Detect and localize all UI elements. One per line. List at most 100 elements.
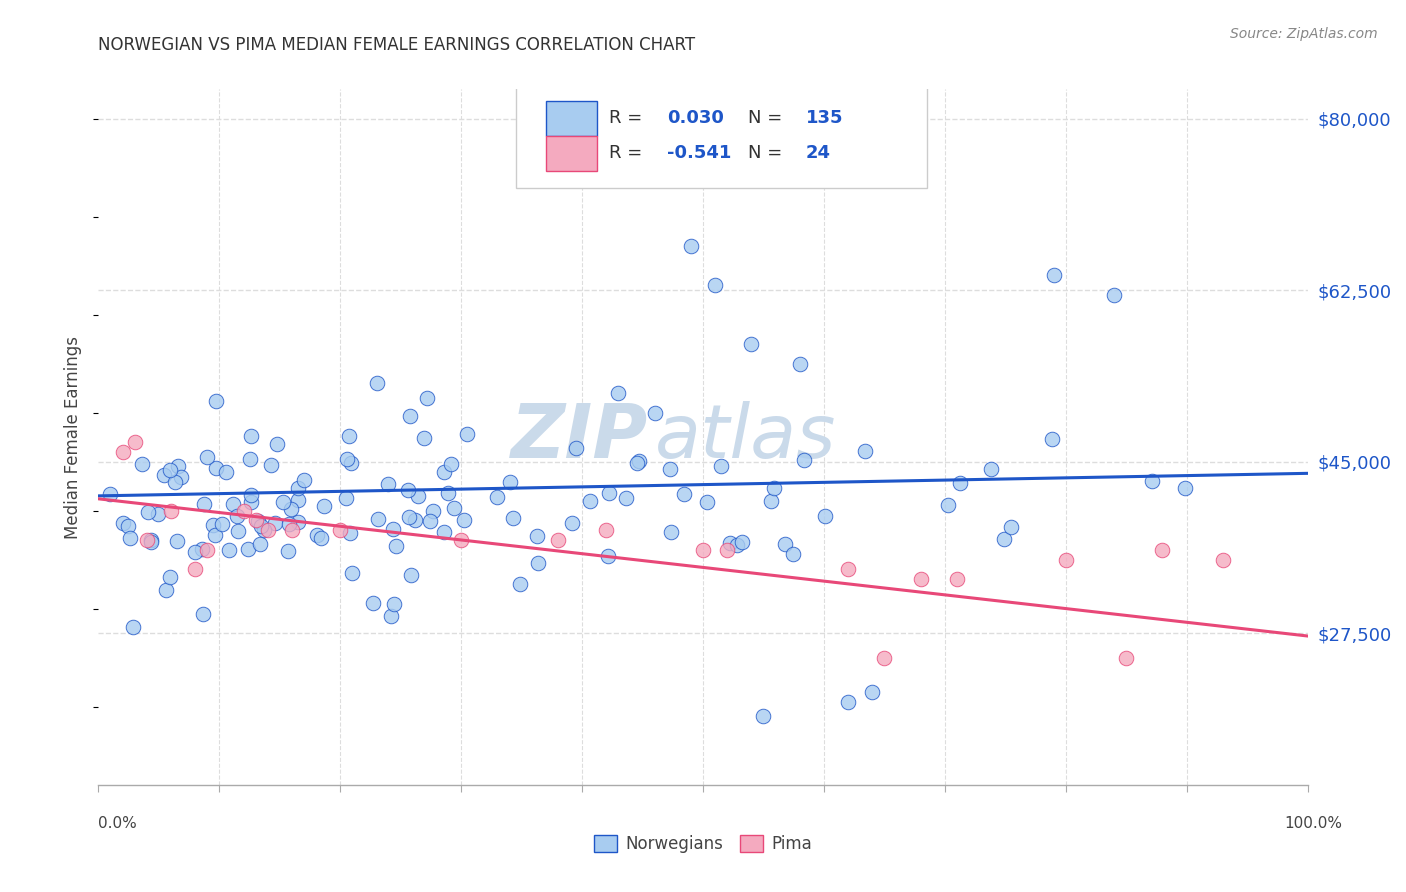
Point: [704, 278, 727, 293]
Point: [148, 507, 170, 521]
Point: [673, 487, 696, 501]
Point: [527, 557, 550, 571]
Text: N =: N =: [748, 145, 787, 162]
Text: 24: 24: [806, 145, 831, 162]
Point: [627, 454, 650, 468]
Point: [280, 502, 302, 516]
Point: [226, 509, 249, 524]
Point: [287, 482, 309, 496]
Point: [502, 510, 524, 524]
Point: [195, 450, 218, 464]
Point: [382, 597, 405, 611]
Point: [340, 566, 363, 580]
Point: [135, 533, 157, 547]
Point: [860, 685, 883, 699]
Point: [485, 490, 508, 504]
Point: [526, 528, 548, 542]
Point: [221, 498, 243, 512]
Point: [456, 427, 478, 442]
Point: [659, 462, 682, 476]
Point: [253, 523, 276, 537]
Legend: Norwegians, Pima: Norwegians, Pima: [588, 829, 818, 860]
Text: -0.541: -0.541: [666, 145, 731, 162]
Point: [419, 514, 441, 528]
Y-axis label: Median Female Earnings: Median Female Earnings: [65, 335, 83, 539]
Point: [1102, 288, 1125, 302]
Point: [762, 481, 785, 495]
Point: [141, 533, 163, 547]
Point: [380, 609, 402, 624]
Point: [204, 461, 226, 475]
Point: [759, 494, 782, 508]
Point: [166, 534, 188, 549]
Point: [232, 503, 254, 517]
Point: [260, 458, 283, 472]
Point: [614, 491, 637, 506]
Point: [211, 516, 233, 531]
Point: [1040, 432, 1063, 446]
Point: [561, 516, 583, 531]
Point: [249, 537, 271, 551]
Text: R =: R =: [609, 145, 648, 162]
Point: [1054, 552, 1077, 566]
Point: [236, 542, 259, 557]
Point: [1174, 481, 1197, 495]
Point: [398, 409, 420, 423]
Point: [399, 568, 422, 582]
Point: [731, 534, 754, 549]
Point: [287, 493, 309, 508]
Point: [292, 473, 315, 487]
Point: [170, 470, 193, 484]
Point: [256, 523, 278, 537]
Point: [853, 443, 876, 458]
Point: [433, 525, 456, 540]
Point: [837, 562, 859, 576]
Point: [239, 495, 262, 509]
Point: [718, 536, 741, 550]
Point: [287, 515, 309, 529]
Point: [440, 457, 463, 471]
Text: 135: 135: [806, 110, 844, 128]
Point: [117, 519, 139, 533]
Point: [335, 491, 357, 506]
Point: [607, 386, 630, 401]
Point: [277, 544, 299, 558]
Point: [547, 533, 569, 547]
Point: [679, 239, 702, 253]
Point: [193, 497, 215, 511]
Point: [366, 376, 388, 390]
Point: [1212, 552, 1234, 566]
Point: [240, 429, 263, 443]
Text: 0.0%: 0.0%: [98, 816, 138, 831]
Point: [159, 463, 181, 477]
Point: [111, 516, 134, 530]
Point: [1042, 268, 1064, 283]
Point: [163, 475, 186, 490]
Text: atlas: atlas: [655, 401, 837, 473]
Point: [626, 456, 648, 470]
Point: [416, 392, 439, 406]
Point: [100, 486, 122, 500]
Point: [122, 619, 145, 633]
Point: [305, 527, 328, 541]
Point: [946, 572, 969, 586]
Point: [949, 476, 972, 491]
Point: [281, 523, 304, 537]
Point: [382, 522, 405, 536]
Point: [936, 498, 959, 512]
Point: [337, 429, 360, 443]
Point: [598, 486, 620, 500]
Point: [782, 547, 804, 561]
Point: [312, 499, 335, 513]
Point: [450, 533, 472, 547]
Point: [309, 531, 332, 545]
FancyBboxPatch shape: [516, 73, 927, 188]
Point: [204, 394, 226, 409]
Point: [710, 459, 733, 474]
FancyBboxPatch shape: [546, 136, 596, 170]
Point: [873, 650, 896, 665]
Point: [120, 531, 142, 545]
Point: [191, 541, 214, 556]
Point: [814, 509, 837, 524]
Point: [696, 495, 718, 509]
